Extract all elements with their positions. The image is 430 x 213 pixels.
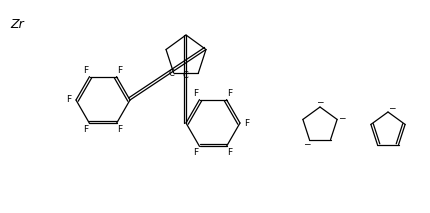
Text: Zr: Zr <box>10 19 24 32</box>
Text: F: F <box>83 66 89 75</box>
Text: F: F <box>194 89 199 98</box>
Text: −: − <box>316 98 324 106</box>
Text: F: F <box>194 148 199 157</box>
Text: F: F <box>227 148 233 157</box>
Text: C: C <box>182 71 188 79</box>
Text: F: F <box>244 118 249 128</box>
Text: F: F <box>117 66 123 75</box>
Text: C: C <box>168 69 174 78</box>
Text: −: − <box>338 113 346 122</box>
Text: −: − <box>388 104 396 112</box>
Text: F: F <box>67 95 71 105</box>
Text: −: − <box>303 139 310 148</box>
Text: F: F <box>227 89 233 98</box>
Text: F: F <box>117 125 123 134</box>
Text: F: F <box>83 125 89 134</box>
